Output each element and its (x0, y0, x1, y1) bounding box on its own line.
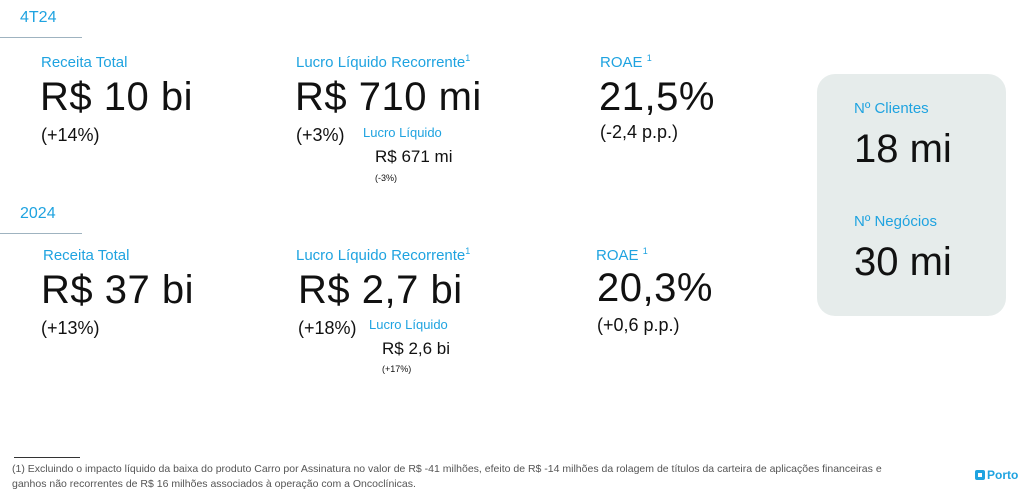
footnote-mark: 1 (646, 53, 652, 63)
clients-label: Nº Clientes (854, 100, 929, 117)
quarter-revenue-delta: (+14%) (41, 125, 100, 145)
footnote-mark: 1 (465, 53, 471, 63)
quarter-recurring-income-delta: (+3%) (296, 125, 345, 145)
section-tag-quarter: 4T24 (20, 9, 57, 26)
quarter-net-income-label: Lucro Líquido (363, 125, 442, 140)
year-recurring-income-delta: (+18%) (298, 318, 357, 338)
section-rule-quarter (0, 37, 82, 38)
porto-logo-icon (975, 470, 985, 480)
footnote-mark: 1 (642, 246, 648, 256)
quarter-roae-value: 21,5% (599, 75, 715, 119)
year-net-income-delta: (+17%) (382, 364, 412, 374)
quarter-net-income-value: R$ 671 mi (375, 147, 453, 166)
year-net-income-value: R$ 2,6 bi (382, 339, 451, 358)
quarter-net-income-delta: (-3%) (375, 173, 397, 183)
brand-logo: Porto (975, 468, 1018, 482)
year-revenue-delta: (+13%) (41, 318, 100, 338)
year-roae-delta: (+0,6 p.p.) (597, 315, 680, 335)
year-recurring-income-label: Lucro Líquido Recorrente1 (296, 246, 471, 265)
year-roae-label-text: ROAE (596, 247, 639, 264)
footnote-mark: 1 (465, 246, 471, 256)
customers-card: Nº Clientes 18 mi Nº Negócios 30 mi (817, 74, 1006, 316)
quarter-roae-label: ROAE 1 (600, 53, 652, 72)
year-roae-label: ROAE 1 (596, 246, 648, 265)
year-revenue-label: Receita Total (43, 247, 130, 264)
quarter-roae-label-text: ROAE (600, 54, 643, 71)
quarter-recurring-income-value: R$ 710 mi (295, 75, 482, 119)
quarter-roae-delta: (-2,4 p.p.) (600, 122, 679, 142)
clients-value: 18 mi (854, 127, 952, 171)
section-rule-year (0, 233, 82, 234)
business-label: Nº Negócios (854, 213, 938, 230)
year-recurring-income-label-text: Lucro Líquido Recorrente (296, 247, 466, 264)
year-revenue-value: R$ 37 bi (41, 268, 194, 312)
quarter-recurring-income-label-text: Lucro Líquido Recorrente (296, 54, 466, 71)
brand-name: Porto (987, 468, 1019, 482)
quarter-revenue-value: R$ 10 bi (40, 75, 193, 119)
year-net-income-label: Lucro Líquido (369, 317, 448, 332)
business-value: 30 mi (854, 240, 952, 284)
year-roae-value: 20,3% (597, 266, 713, 310)
footnote: (1) Excluindo o impacto líquido da baixa… (12, 463, 882, 490)
year-recurring-income-value: R$ 2,7 bi (298, 268, 463, 312)
section-tag-year: 2024 (20, 205, 56, 222)
quarter-revenue-label: Receita Total (41, 54, 128, 71)
quarter-recurring-income-label: Lucro Líquido Recorrente1 (296, 53, 471, 72)
footnote-rule (14, 457, 80, 458)
